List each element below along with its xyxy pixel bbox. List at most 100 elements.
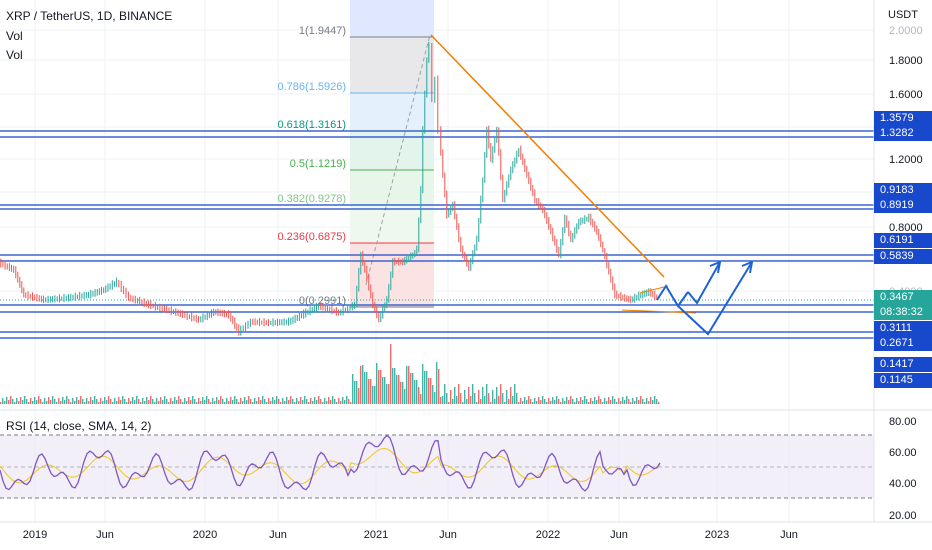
volume-bar <box>230 397 232 404</box>
volume-bar <box>464 390 466 404</box>
price-tag: 0.1417 <box>874 357 932 372</box>
volume-bar <box>462 402 464 404</box>
volume-bar <box>378 370 380 404</box>
volume-bar <box>298 401 300 404</box>
volume-bar <box>422 364 424 404</box>
volume-bar <box>242 401 244 404</box>
volume-bar <box>174 397 176 404</box>
volume-bar <box>488 393 490 404</box>
volume-bar <box>396 375 398 404</box>
grid-lines <box>0 0 874 522</box>
trend-drawings[interactable] <box>430 34 754 336</box>
volume-bar <box>126 402 128 404</box>
volume-bar <box>598 396 600 404</box>
volume-bar <box>226 398 228 404</box>
volume-bar <box>606 401 608 404</box>
volume-bar <box>282 398 284 404</box>
volume-bar <box>318 396 320 404</box>
volume-bar <box>328 397 330 404</box>
volume-bar <box>176 400 178 404</box>
volume-bar <box>6 397 8 404</box>
volume-bar <box>232 400 234 404</box>
volume-bar <box>528 396 530 404</box>
fib-zone <box>350 170 434 205</box>
volume-bar <box>398 375 400 404</box>
volume-bar <box>380 370 382 404</box>
volume-bar <box>158 401 160 404</box>
volume-bar <box>620 401 622 404</box>
volume-bar <box>364 372 366 404</box>
volume-bar <box>476 402 478 404</box>
volume-bar <box>542 396 544 404</box>
fib-zone <box>350 93 434 131</box>
volume-bar <box>424 371 426 404</box>
volume-bar <box>494 399 496 404</box>
volume-bar <box>448 402 450 404</box>
volume-bar <box>516 393 518 404</box>
volume-bar <box>388 384 390 404</box>
volume-bar <box>22 400 24 404</box>
volume-bar <box>160 397 162 404</box>
volume-bar <box>420 394 422 404</box>
volume-bar <box>468 387 470 404</box>
rsi-ma-line <box>0 447 661 485</box>
volume-bar <box>208 399 210 404</box>
symbol-title[interactable]: XRP / TetherUS, 1D, BINANCE <box>6 9 173 23</box>
rsi-tick-label: 60.00 <box>889 447 917 459</box>
volume-bar <box>450 390 452 404</box>
time-tick-label: Jun <box>610 529 628 541</box>
volume-bar <box>16 398 18 404</box>
volume-bar <box>576 398 578 404</box>
volume-bar <box>534 398 536 404</box>
price-tag: 0.3467 <box>874 290 932 305</box>
volume-bar <box>128 398 130 404</box>
volume-bar <box>502 393 504 404</box>
volume-bar <box>434 392 436 404</box>
volume-bar <box>560 402 562 404</box>
volume-bar <box>140 402 142 404</box>
volume-bar <box>616 402 618 404</box>
volume-bar <box>92 400 94 404</box>
volume-bar <box>322 402 324 404</box>
rsi-indicator-label[interactable]: RSI (14, close, SMA, 14, 2) <box>6 419 152 433</box>
volume-label-2[interactable]: Vol <box>6 48 23 62</box>
volume-bar <box>400 382 402 404</box>
volume-bar <box>30 398 32 404</box>
volume-bar <box>4 401 6 404</box>
volume-bar <box>590 398 592 404</box>
volume-bar <box>446 393 448 404</box>
volume-label[interactable]: Vol <box>6 29 23 43</box>
volume-bar <box>498 396 500 404</box>
volume-bar <box>536 401 538 404</box>
volume-bar <box>76 397 78 404</box>
volume-bar <box>260 400 262 404</box>
volume-bar <box>546 402 548 404</box>
volume-bar <box>638 400 640 404</box>
volume-bar <box>132 397 134 404</box>
rsi-tick-label: 80.00 <box>889 416 917 428</box>
volume-bar <box>514 384 516 404</box>
volume-bar <box>180 399 182 404</box>
volume-bar <box>84 402 86 404</box>
volume-bar <box>472 384 474 404</box>
volume-bar <box>632 398 634 404</box>
volume-bar <box>340 401 342 404</box>
volume-bar <box>376 363 378 404</box>
horizontal-levels[interactable] <box>0 130 874 339</box>
volume-bar <box>44 398 46 404</box>
volume-bar <box>432 385 434 404</box>
volume-bar <box>520 398 522 404</box>
volume-bar <box>184 398 186 404</box>
volume-bar <box>346 396 348 404</box>
volume-bar <box>90 397 92 404</box>
fib-zone <box>350 37 434 93</box>
volume-bar <box>522 401 524 404</box>
volume-bar <box>120 400 122 404</box>
volume-bar <box>200 401 202 404</box>
rsi-tick-label: 40.00 <box>889 478 917 490</box>
volume-bar <box>146 397 148 404</box>
volume-bar <box>38 396 40 404</box>
volume-bar <box>582 400 584 404</box>
volume-bar <box>478 390 480 404</box>
